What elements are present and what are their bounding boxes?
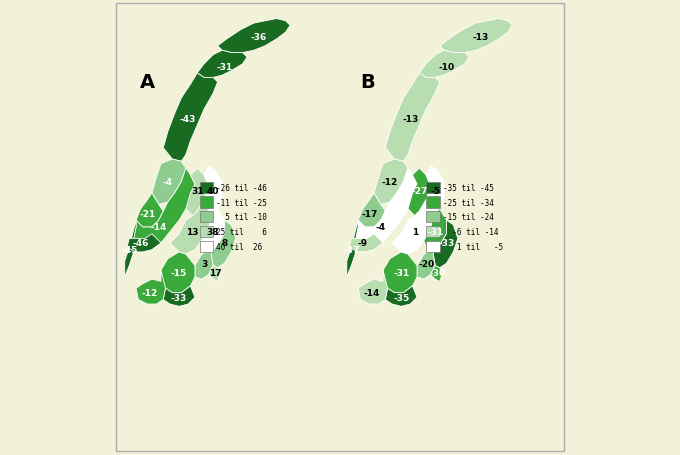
Polygon shape <box>430 266 442 282</box>
Text: -5: -5 <box>430 187 440 196</box>
Polygon shape <box>136 193 163 228</box>
Polygon shape <box>426 167 444 216</box>
Polygon shape <box>386 286 417 307</box>
Polygon shape <box>204 167 222 216</box>
Polygon shape <box>426 197 440 208</box>
Polygon shape <box>195 253 213 279</box>
Polygon shape <box>124 221 136 277</box>
Polygon shape <box>424 209 447 253</box>
Polygon shape <box>374 160 408 205</box>
Text: 5 til -10: 5 til -10 <box>216 213 267 222</box>
Polygon shape <box>152 160 186 205</box>
Polygon shape <box>127 234 161 253</box>
Text: 40 til  26: 40 til 26 <box>216 242 262 251</box>
Text: 31: 31 <box>191 187 203 196</box>
Polygon shape <box>199 212 213 223</box>
Polygon shape <box>170 200 211 255</box>
Text: -31: -31 <box>427 228 443 237</box>
Polygon shape <box>202 209 224 253</box>
Text: 38: 38 <box>207 228 220 237</box>
Polygon shape <box>199 182 213 193</box>
Text: -15 til -24: -15 til -24 <box>443 213 494 222</box>
Polygon shape <box>420 51 469 78</box>
Polygon shape <box>433 221 458 268</box>
Text: -13: -13 <box>473 33 489 42</box>
Polygon shape <box>161 253 195 293</box>
Text: -4: -4 <box>376 223 386 232</box>
Polygon shape <box>199 227 213 238</box>
Text: -20: -20 <box>418 259 434 268</box>
Text: -35 til -45: -35 til -45 <box>443 183 494 192</box>
Text: 13: 13 <box>186 228 199 237</box>
Polygon shape <box>426 182 440 193</box>
Text: -33: -33 <box>439 239 455 248</box>
Text: -6 til -14: -6 til -14 <box>443 228 498 237</box>
Polygon shape <box>386 74 440 162</box>
Polygon shape <box>163 286 195 307</box>
Text: 40: 40 <box>207 187 220 196</box>
Polygon shape <box>349 234 383 253</box>
Polygon shape <box>426 227 440 238</box>
Polygon shape <box>408 169 430 216</box>
Text: -12: -12 <box>141 288 158 298</box>
Text: -35: -35 <box>393 293 409 302</box>
Polygon shape <box>358 193 386 228</box>
Text: 1: 1 <box>411 228 418 237</box>
Polygon shape <box>426 241 440 253</box>
Text: -14: -14 <box>150 223 167 232</box>
Polygon shape <box>199 241 213 253</box>
Polygon shape <box>199 197 213 208</box>
Text: -37: -37 <box>343 246 360 255</box>
Text: -33: -33 <box>171 293 187 302</box>
Text: -43: -43 <box>180 115 197 123</box>
Polygon shape <box>347 221 358 277</box>
Text: -13: -13 <box>402 115 418 123</box>
Polygon shape <box>211 221 236 268</box>
Text: -4: -4 <box>163 178 173 187</box>
Polygon shape <box>136 270 165 304</box>
Polygon shape <box>352 169 417 253</box>
Text: -26 til -46: -26 til -46 <box>216 183 267 192</box>
Polygon shape <box>197 51 247 78</box>
Polygon shape <box>417 253 435 279</box>
Text: -9: -9 <box>358 239 368 248</box>
Polygon shape <box>209 266 220 282</box>
Text: -30: -30 <box>429 268 445 277</box>
Text: -31: -31 <box>216 62 233 71</box>
Polygon shape <box>218 20 290 53</box>
Polygon shape <box>440 20 512 53</box>
Text: 25 til    6: 25 til 6 <box>216 228 267 237</box>
Polygon shape <box>426 212 440 223</box>
Polygon shape <box>129 169 195 253</box>
Text: -11 til -25: -11 til -25 <box>216 198 267 207</box>
Text: -14: -14 <box>364 288 380 298</box>
Polygon shape <box>383 253 417 293</box>
Text: 3: 3 <box>201 259 207 268</box>
Text: -10: -10 <box>439 62 454 71</box>
Text: 1 til   -5: 1 til -5 <box>443 242 503 251</box>
Text: -36: -36 <box>250 33 267 42</box>
Text: 8: 8 <box>221 239 228 248</box>
Text: -31: -31 <box>393 268 409 277</box>
Text: -12: -12 <box>381 178 398 187</box>
Text: -21: -21 <box>139 209 156 218</box>
Polygon shape <box>186 169 209 216</box>
Text: A: A <box>140 72 155 91</box>
Text: B: B <box>360 72 375 91</box>
Polygon shape <box>163 74 218 162</box>
Polygon shape <box>358 270 388 304</box>
Text: -17: -17 <box>361 209 377 218</box>
Text: -46: -46 <box>133 239 149 248</box>
Text: -27: -27 <box>411 187 428 196</box>
Text: -15: -15 <box>171 268 187 277</box>
Text: -25 til -34: -25 til -34 <box>443 198 494 207</box>
Polygon shape <box>392 200 433 255</box>
Text: -45: -45 <box>121 246 137 255</box>
Text: 17: 17 <box>209 268 222 277</box>
